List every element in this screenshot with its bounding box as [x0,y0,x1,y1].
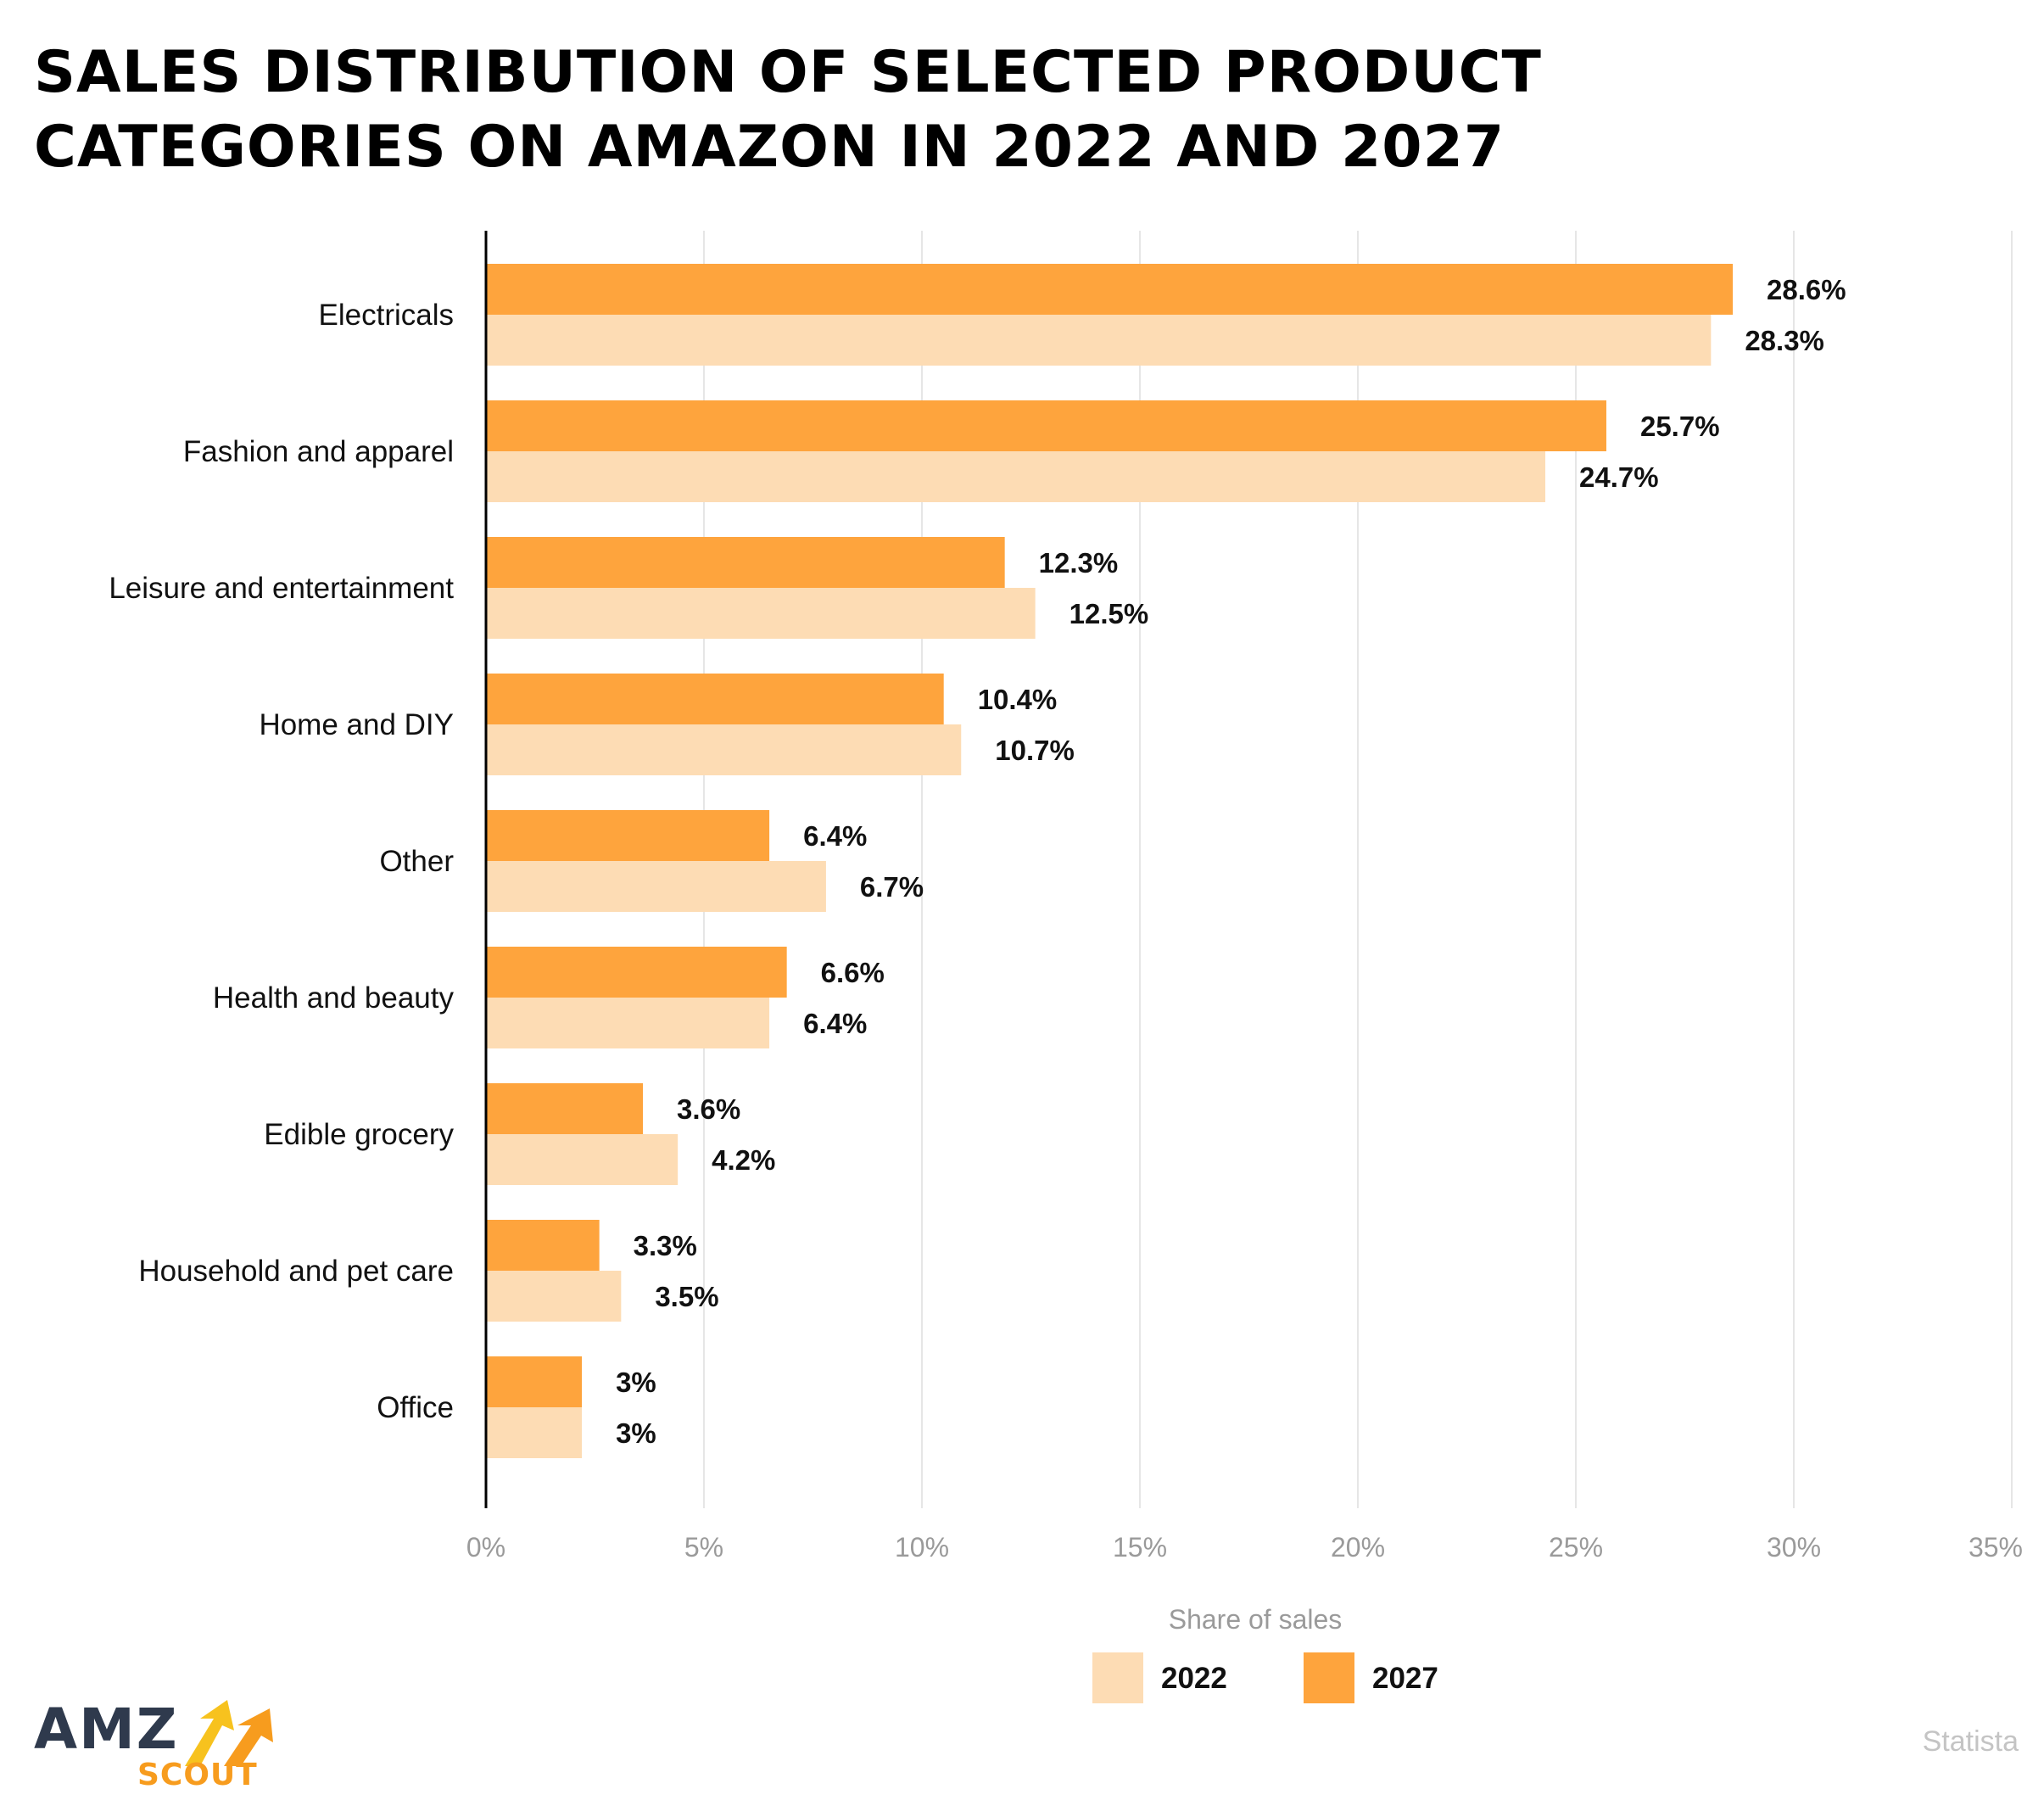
category-label-7: Household and pet care [138,1255,454,1288]
chart-title-line-2: CATEGORIES ON AMAZON IN 2022 AND 2027 [34,114,1505,181]
bar-2022-2 [486,588,1036,639]
bar-2027-6 [486,1083,644,1134]
category-label-8: Office [377,1391,454,1424]
category-label-3: Home and DIY [259,708,454,741]
bar-2022-1 [486,451,1546,502]
bar-2027-2 [486,537,1005,588]
x-tick-label-35: 35% [1969,1532,2023,1563]
x-tick-label-10: 10% [895,1532,949,1563]
value-label-2022-3: 10.7% [995,735,1075,766]
amzscout-logo: AMZ SCOUT [34,1697,288,1798]
bar-2022-4 [486,861,826,912]
value-label-2027-7: 3.3% [634,1230,697,1261]
bar-2022-3 [486,724,962,775]
value-label-2022-5: 6.4% [803,1008,867,1039]
bar-2027-7 [486,1220,600,1271]
x-tick-label-20: 20% [1331,1532,1385,1563]
x-tick-label-0: 0% [466,1532,505,1563]
category-label-4: Other [379,845,454,878]
source-label: Statista [1922,1725,2019,1758]
legend-swatch-2027 [1304,1652,1354,1703]
bar-2022-0 [486,315,1712,366]
value-label-2027-5: 6.6% [821,957,885,988]
logo-arrows-icon [185,1700,273,1766]
legend-label-2027: 2027 [1372,1662,1438,1695]
bar-2027-8 [486,1356,583,1407]
value-label-2027-4: 6.4% [803,820,867,852]
category-label-2: Leisure and entertainment [109,572,454,605]
value-label-2027-1: 25.7% [1640,411,1720,442]
value-label-2027-8: 3% [616,1367,656,1398]
value-label-2022-1: 24.7% [1579,461,1659,493]
bar-2022-7 [486,1271,622,1322]
bar-2027-4 [486,810,770,861]
legend-title: Share of sales [1169,1604,1343,1635]
value-label-2022-8: 3% [616,1417,656,1449]
bar-2022-6 [486,1134,679,1185]
category-label-6: Edible grocery [264,1118,454,1151]
value-label-2027-3: 10.4% [978,684,1058,715]
value-label-2022-4: 6.7% [860,871,924,903]
x-tick-label-5: 5% [684,1532,723,1563]
bar-2022-5 [486,998,770,1048]
logo-scout-text: SCOUT [137,1758,258,1792]
value-label-2022-7: 3.5% [655,1281,718,1312]
chart-title: SALES DISTRIBUTION OF SELECTED PRODUCT C… [34,36,1985,185]
logo-amz-text: AMZ [34,1697,179,1762]
x-tick-label-30: 30% [1767,1532,1821,1563]
category-label-1: Fashion and apparel [183,435,454,468]
bar-2027-3 [486,674,944,724]
category-label-5: Health and beauty [213,981,455,1015]
value-label-2022-0: 28.3% [1745,325,1824,356]
value-label-2027-6: 3.6% [677,1093,740,1125]
legend-swatch-2022 [1092,1652,1143,1703]
x-tick-label-25: 25% [1549,1532,1603,1563]
x-tick-label-15: 15% [1113,1532,1167,1563]
value-label-2022-2: 12.5% [1069,598,1149,629]
legend-label-2022: 2022 [1161,1662,1227,1695]
value-label-2027-0: 28.6% [1767,274,1846,305]
value-label-2022-6: 4.2% [712,1144,775,1176]
bar-2027-0 [486,264,1734,315]
bar-2027-1 [486,400,1606,451]
category-label-0: Electricals [319,299,454,332]
value-label-2027-2: 12.3% [1039,547,1119,579]
bar-2022-8 [486,1407,583,1458]
bar-2027-5 [486,947,787,998]
chart-title-line-1: SALES DISTRIBUTION OF SELECTED PRODUCT [34,39,1542,106]
